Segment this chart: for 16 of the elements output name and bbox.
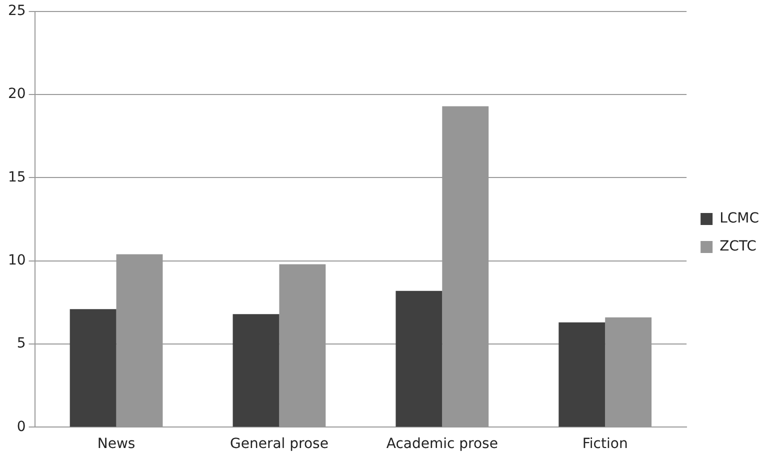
- bar: [558, 322, 606, 427]
- bar: [232, 314, 280, 427]
- legend-label: ZCTC: [720, 238, 757, 255]
- legend-label: LCMC: [720, 210, 760, 227]
- x-tick-label: Fiction: [582, 436, 628, 452]
- y-tick-label: 5: [16, 336, 26, 352]
- y-tick-label: 0: [16, 418, 26, 435]
- x-tick-label: General prose: [230, 436, 328, 452]
- bar: [396, 290, 442, 427]
- bar: [70, 309, 116, 427]
- y-tick-label: 20: [8, 86, 26, 102]
- y-tick-label: 10: [8, 252, 26, 269]
- x-tick-label: News: [97, 436, 136, 452]
- y-tick-label: 25: [8, 3, 26, 20]
- x-tick-label: Academic prose: [386, 436, 498, 452]
- y-tick-label: 15: [8, 169, 26, 186]
